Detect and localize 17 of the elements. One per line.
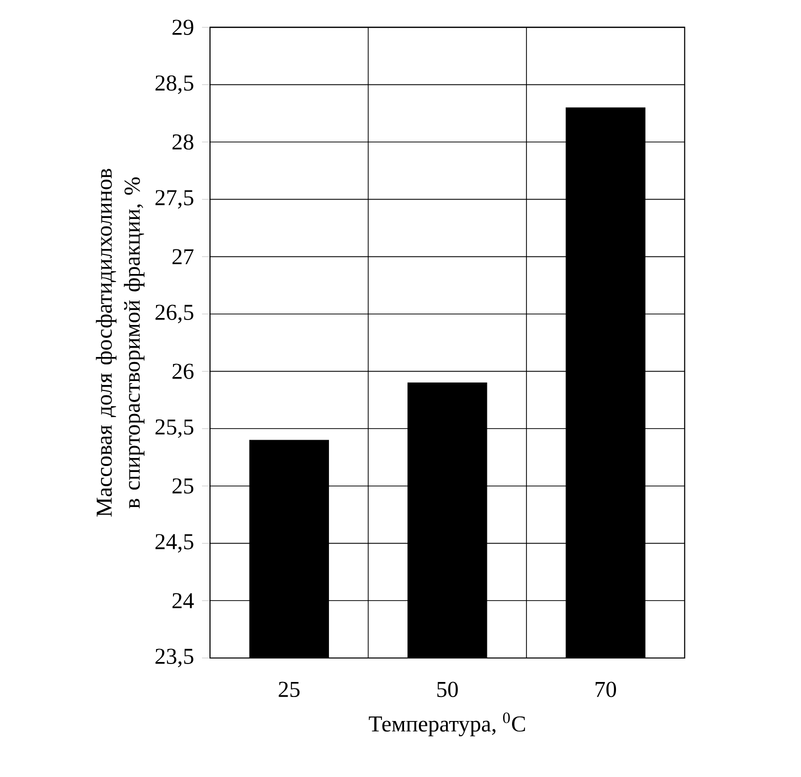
y-tick-label: 25,5 (156, 419, 194, 438)
y-tick-label: 23,5 (156, 648, 194, 668)
x-axis-title: Температура, $^{0}$C (368, 712, 525, 736)
x-tick-label: 25 (278, 682, 300, 698)
x-tick-label: 70 (596, 682, 616, 698)
y-axis-title: Массовая доля фосфатидилхолинов в спирторастворимой фракции, % (96, 168, 144, 517)
x-tick-label: 50 (437, 682, 458, 698)
y-tick-label: 24,5 (156, 534, 194, 553)
y-tick-label: 29 (172, 20, 194, 35)
y-tick-label: 28 (172, 134, 194, 150)
y-tick-label: 24 (172, 593, 194, 608)
y-tick-label: 27,5 (156, 190, 194, 209)
y-tick-label: 26 (172, 364, 194, 379)
y-tick-label: 25 (172, 478, 194, 494)
y-tick-label: 26,5 (156, 304, 194, 324)
y-tick-label: 27 (172, 249, 194, 264)
y-tick-label: 28,5 (156, 75, 194, 94)
